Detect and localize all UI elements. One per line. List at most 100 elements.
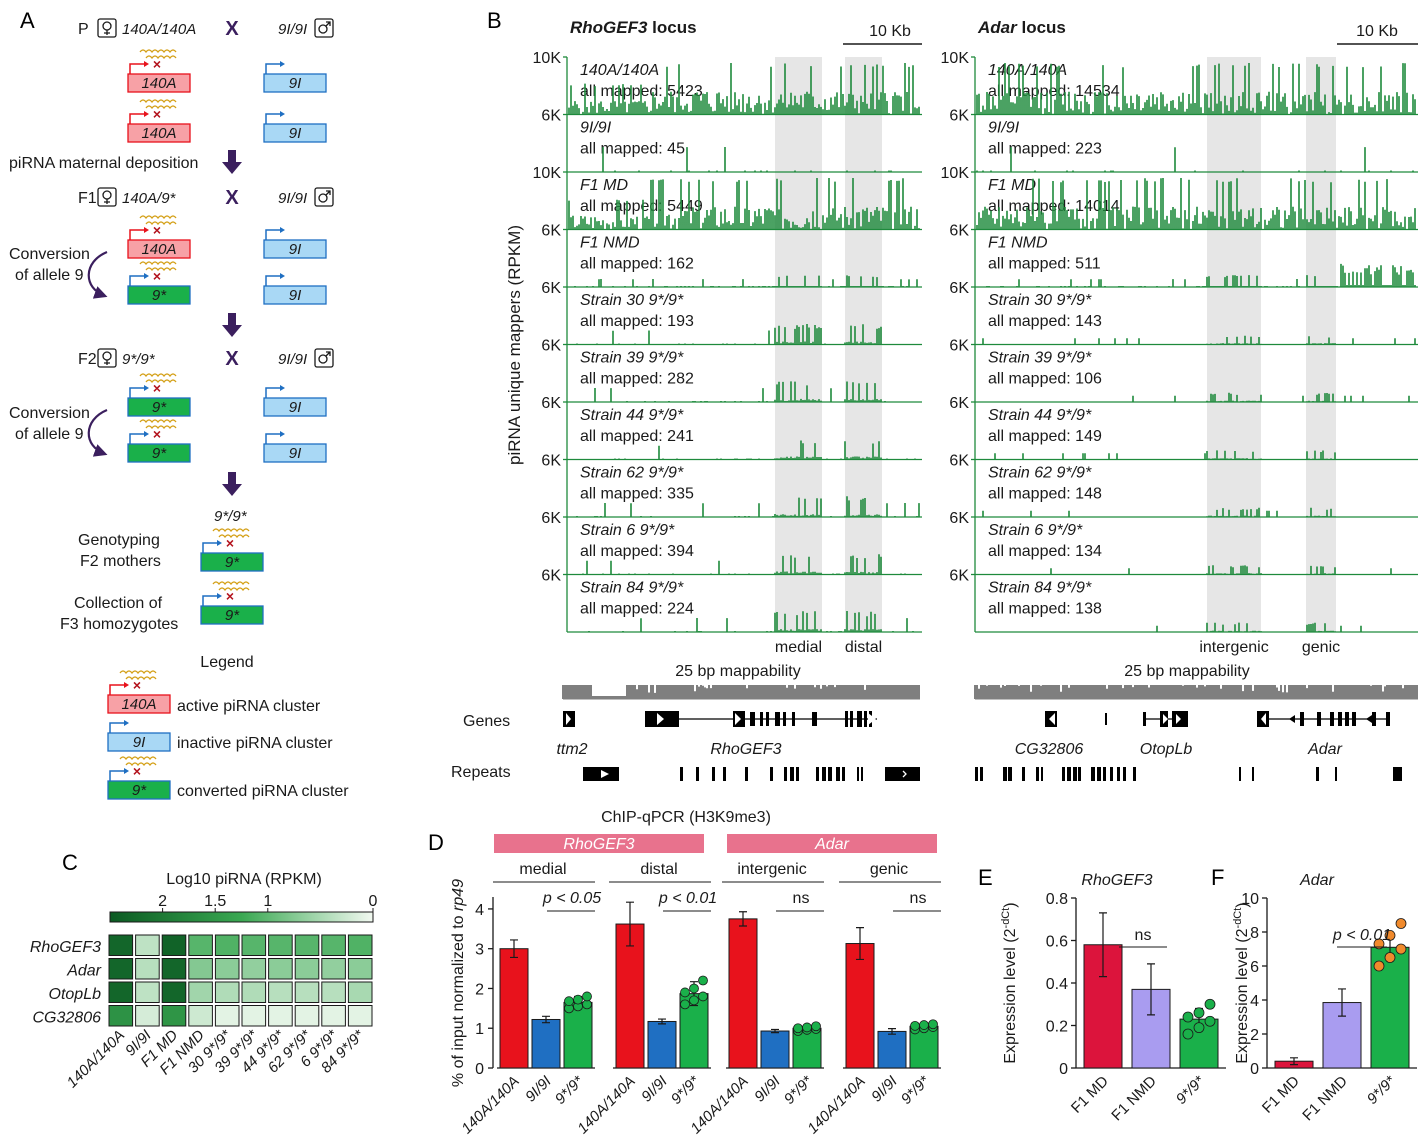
conversion-arrow-icon [87, 408, 108, 457]
panelF-xtick-label: F1 MD [1259, 1073, 1303, 1117]
repeat-element [1103, 767, 1106, 781]
region-label-distal: distal [845, 639, 882, 656]
promoter-arrowhead-icon [280, 431, 285, 437]
track-name: 140A/140A [988, 62, 1067, 79]
d-header-label-adar: Adar [814, 836, 849, 853]
d-errorbar [510, 939, 518, 959]
repeat-strand-icon [601, 770, 609, 778]
coverage-bars [994, 450, 1336, 460]
gene-exon [1338, 712, 1342, 726]
panelF-ytick-label: 4 [1250, 993, 1259, 1010]
silencing-cross-icon: × [133, 763, 141, 779]
cluster-box [263, 397, 327, 417]
track-name: F1 MD [988, 177, 1036, 194]
cluster-box [127, 285, 191, 305]
strand-arrow-icon [1366, 715, 1372, 723]
panel-a-crossing-scheme: P 140A/140A X 9I/9I × 140A × 140A 9I 9I piRNA mate… [9, 18, 349, 800]
repeat-element [1393, 767, 1402, 781]
d-significance: ns [793, 890, 810, 907]
f2-female-cluster-1: × 9* [127, 373, 191, 417]
silencing-cross-icon: × [226, 588, 234, 604]
track-ymax-label: 6K [541, 453, 561, 470]
coverage-bars [568, 178, 920, 230]
cluster-label: 140A [141, 241, 176, 258]
legend-inactive-label: inactive piRNA cluster [177, 735, 333, 752]
heatmap-cell-CG32806-9 [347, 1005, 373, 1027]
heatmap-cell-CG32806-2 [161, 1005, 187, 1027]
repeat-element [816, 767, 819, 781]
gene-exon [850, 711, 853, 727]
promoter-arrowhead-icon [280, 227, 285, 233]
cluster-label: 9I [289, 75, 302, 92]
heatmap-cell-OtopLb-4 [214, 981, 240, 1003]
f1-male-cluster-1: 9I [263, 227, 327, 259]
d-bar-distal-1 [647, 1020, 677, 1069]
track-ymax-label: 6K [949, 453, 969, 470]
conversion-label-2: of allele 9 [15, 267, 84, 284]
gene-exon [1345, 712, 1349, 726]
male-symbol-frame [314, 187, 334, 207]
repeat-element [1041, 767, 1043, 781]
repeat-element [1252, 767, 1254, 781]
d-header-label-rhogef3: RhoGEF3 [563, 836, 634, 853]
heatmap-row-label: CG32806 [33, 1010, 102, 1027]
track-mapped-count: all mapped: 138 [988, 601, 1102, 618]
female-symbol-ring [102, 351, 112, 361]
genotyping-label-2: F2 mothers [80, 553, 161, 570]
pirna-wave-mid [145, 425, 177, 430]
mappability-track [974, 685, 1418, 699]
coverage-bars [568, 63, 920, 115]
repeat-element [712, 767, 715, 781]
repeat-element [1123, 767, 1126, 781]
coverage-bars [986, 263, 1416, 287]
track-ymax-label: 10K [941, 50, 970, 67]
track-ymax-label: 6K [541, 568, 561, 585]
legend-converted-cluster: × 9* [107, 756, 171, 800]
panel-label-e: E [978, 865, 993, 890]
repeat-element [1073, 767, 1077, 781]
female-symbol-icon [97, 187, 117, 207]
gene-exon [750, 712, 755, 726]
d-ytick-label: 0 [475, 1061, 484, 1078]
d-significance: p < 0.01 [658, 890, 717, 907]
b-ylabel: piRNA unique mappers (RPKM) [505, 225, 524, 465]
d-errorbar [856, 927, 864, 961]
promoter-arrow-icon [129, 387, 144, 398]
cluster-box [263, 239, 327, 259]
heatmap-cell-RhoGEF3-3 [188, 934, 213, 956]
promoter-arrowhead-icon [280, 273, 285, 279]
gene-exon [1352, 712, 1356, 726]
d-data-point [689, 983, 699, 994]
d-group-label-intergenic: intergenic [737, 861, 806, 878]
heatmap-title: Log10 piRNA (RPKM) [166, 871, 322, 888]
gene-exon [1372, 712, 1376, 726]
region-label-medial: medial [775, 639, 822, 656]
promoter-arrowhead-icon [144, 385, 149, 391]
gene-exon [775, 712, 780, 726]
f2-row-cross-symbol: X [225, 348, 239, 370]
legend-active-label: active piRNA cluster [177, 698, 321, 715]
arrow-shaft [228, 150, 236, 164]
promoter-arrow-icon [109, 770, 124, 781]
promoter-arrowhead-icon [280, 111, 285, 117]
track-mapped-count: all mapped: 148 [988, 486, 1102, 503]
repeat-element [822, 767, 826, 781]
colorbar-tick-label: 0 [369, 893, 378, 910]
d-ytick-label: 2 [475, 981, 484, 998]
gene-exon [1330, 712, 1334, 726]
p-row-female-genotype: 140A/140A [122, 21, 196, 38]
f1-row-male-genotype: 9I/9I [278, 190, 307, 207]
pirna-wave-top [212, 528, 250, 533]
heatmap-cell-Adar-5 [241, 958, 267, 980]
track-name: Strain 30 9*/9* [580, 292, 684, 309]
cluster-label: 9I [289, 399, 302, 416]
heatmap-cell-OtopLb-2 [161, 981, 187, 1003]
coverage-bars [614, 440, 916, 460]
repeat-element [1062, 767, 1065, 781]
repeat-element [796, 767, 799, 781]
arrow-head [222, 484, 242, 496]
heatmap-cell-Adar-0 [108, 958, 134, 980]
d-xtick-label: 140A/140A [804, 1073, 869, 1138]
d-errorbar [626, 901, 634, 947]
track-ymax-label: 6K [949, 223, 969, 240]
